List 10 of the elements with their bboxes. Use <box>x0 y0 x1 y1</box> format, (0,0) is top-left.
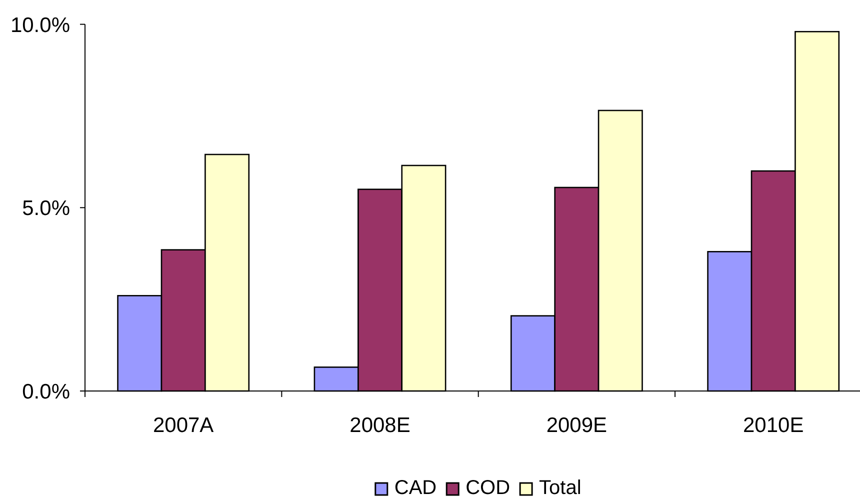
x-tick-label: 2008E <box>350 414 410 437</box>
y-tick-label: 10.0% <box>10 14 70 37</box>
legend-label: CAD <box>394 477 437 499</box>
x-tick-label: 2007A <box>152 414 214 437</box>
y-tick-label: 5.0% <box>22 197 70 220</box>
x-tick-label: 2009E <box>546 414 608 437</box>
legend-label: COD <box>466 477 510 499</box>
x-tick-label: 2010E <box>742 414 804 437</box>
legend-label: Total <box>539 477 582 499</box>
y-tick-label: 0.0% <box>22 380 70 404</box>
